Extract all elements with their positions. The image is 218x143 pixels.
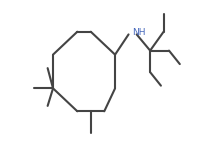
Text: NH: NH bbox=[132, 28, 145, 37]
